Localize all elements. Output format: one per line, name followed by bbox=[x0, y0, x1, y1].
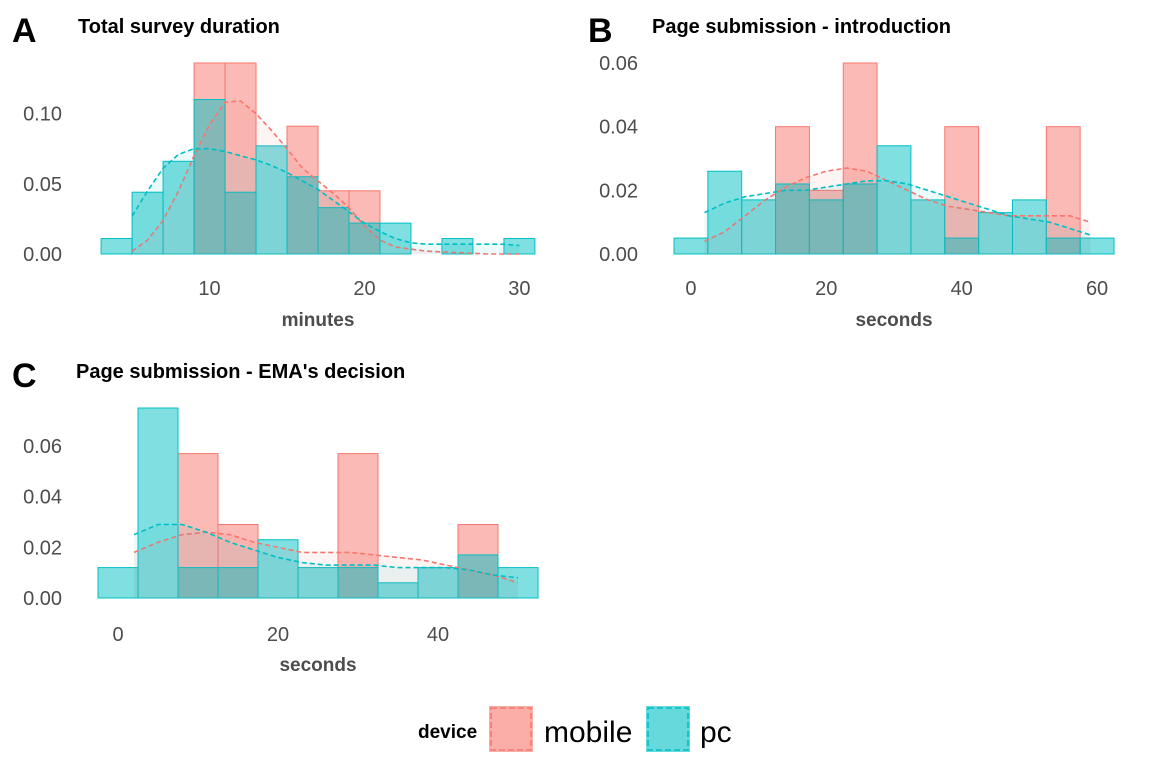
x-tick-label: 40 bbox=[427, 624, 449, 646]
bar-pc bbox=[317, 207, 350, 255]
bar-pc bbox=[137, 407, 179, 599]
bar-pc bbox=[224, 191, 257, 255]
bar-pc bbox=[876, 145, 912, 255]
legend-key-outline-mobile bbox=[490, 707, 532, 751]
x-tick-label: 10 bbox=[198, 278, 220, 300]
bar-pc bbox=[808, 199, 844, 255]
x-tick-label: 30 bbox=[508, 278, 530, 300]
x-tick-label: 20 bbox=[267, 624, 289, 646]
x-tick-label: 0 bbox=[685, 278, 696, 300]
density-line-mobile bbox=[133, 531, 519, 584]
density-line-mobile bbox=[131, 100, 520, 255]
bar-mobile bbox=[944, 126, 980, 255]
x-tick-label: 40 bbox=[951, 278, 973, 300]
y-tick-label: 0.04 bbox=[599, 117, 638, 139]
y-tick-label: 0.00 bbox=[23, 588, 62, 610]
bar-mobile bbox=[1045, 126, 1081, 255]
bars-pc bbox=[97, 407, 539, 599]
panel-a: A Total survey duration 0.00 0.05 0.10 10 20 30… bbox=[12, 12, 536, 331]
density-fill-mobile bbox=[132, 100, 520, 255]
x-axis-title-c: seconds bbox=[279, 655, 356, 676]
panel-c: C Page submission - EMA's decision 0.00 0.0… bbox=[12, 357, 539, 676]
panel-b: B Page submission - introduction 0.00 0.02 0… bbox=[588, 12, 1115, 331]
bar-pc bbox=[177, 567, 219, 599]
bar-pc bbox=[457, 554, 499, 599]
bar-pc bbox=[775, 183, 810, 255]
legend-key-pc bbox=[646, 706, 690, 752]
legend-item-pc: pc bbox=[646, 706, 732, 752]
bar-pc bbox=[193, 99, 226, 255]
y-tick-label: 0.00 bbox=[23, 244, 62, 266]
panel-title-c: Page submission - EMA's decision bbox=[76, 361, 405, 383]
bar-pc bbox=[842, 183, 878, 255]
density-fill-pc bbox=[704, 180, 1091, 254]
bar-pc bbox=[1011, 199, 1047, 255]
bars-pc bbox=[100, 99, 536, 255]
bar-pc bbox=[741, 199, 777, 255]
panel-tag-b: B bbox=[588, 12, 613, 50]
y-tick-label: 0.04 bbox=[23, 487, 62, 509]
legend-label-mobile: mobile bbox=[544, 716, 632, 749]
bar-pc bbox=[337, 567, 379, 599]
bar-pc bbox=[131, 191, 164, 255]
bar-pc bbox=[100, 238, 133, 255]
legend-item-mobile: mobile bbox=[489, 706, 632, 752]
bar-pc bbox=[503, 238, 536, 255]
bar-pc bbox=[441, 238, 474, 255]
panel-tag-a: A bbox=[12, 12, 37, 50]
density-fill-pc bbox=[134, 524, 518, 598]
y-tick-label: 0.02 bbox=[599, 180, 638, 202]
bar-pc bbox=[673, 237, 709, 255]
bars-pc bbox=[673, 145, 1115, 255]
x-tick-label: 20 bbox=[815, 278, 837, 300]
bar-pc bbox=[97, 567, 139, 599]
bar-pc bbox=[286, 176, 319, 255]
panel-tag-c: C bbox=[12, 357, 37, 395]
y-tick-label: 0.06 bbox=[23, 436, 62, 458]
x-tick-label: 0 bbox=[112, 624, 123, 646]
bar-pc bbox=[1079, 237, 1115, 255]
density-fill-pc bbox=[132, 148, 520, 254]
legend-key-mobile bbox=[489, 706, 533, 752]
y-tick-label: 0.00 bbox=[599, 244, 638, 266]
legend-label-pc: pc bbox=[700, 716, 732, 749]
legend-key-outline-pc bbox=[647, 707, 689, 751]
bar-pc bbox=[297, 567, 339, 599]
legend-title: device bbox=[418, 722, 477, 743]
bar-pc bbox=[348, 222, 381, 255]
bar-pc bbox=[707, 170, 743, 255]
y-tick-label: 0.05 bbox=[23, 174, 62, 196]
panel-title-b: Page submission - introduction bbox=[652, 16, 951, 38]
y-tick-label: 0.06 bbox=[599, 53, 638, 75]
bar-pc bbox=[910, 199, 946, 255]
bar-pc bbox=[255, 145, 288, 255]
density-line-pc bbox=[131, 147, 520, 247]
density-line-mobile bbox=[704, 167, 1091, 243]
x-axis-title-b: seconds bbox=[855, 310, 932, 331]
density-line-pc bbox=[133, 523, 519, 579]
y-tick-label: 0.02 bbox=[23, 537, 62, 559]
panel-title-a: Total survey duration bbox=[78, 16, 280, 38]
x-tick-label: 60 bbox=[1086, 278, 1108, 300]
bar-pc bbox=[379, 222, 412, 255]
legend: device mobile pc bbox=[418, 706, 732, 752]
density-line-pc bbox=[704, 180, 1091, 236]
x-tick-label: 20 bbox=[353, 278, 375, 300]
x-axis-title-a: minutes bbox=[282, 310, 355, 331]
y-tick-label: 0.10 bbox=[23, 104, 62, 126]
